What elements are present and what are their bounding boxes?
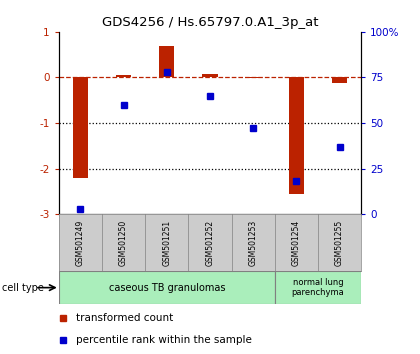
Bar bbox=[332, 78, 347, 83]
Text: GSM501254: GSM501254 bbox=[292, 219, 301, 266]
Bar bbox=[116, 75, 131, 78]
Text: GSM501253: GSM501253 bbox=[249, 219, 258, 266]
Bar bbox=[159, 46, 174, 78]
Text: GSM501249: GSM501249 bbox=[76, 219, 85, 266]
Text: GDS4256 / Hs.65797.0.A1_3p_at: GDS4256 / Hs.65797.0.A1_3p_at bbox=[102, 16, 318, 29]
Text: GSM501251: GSM501251 bbox=[162, 219, 171, 266]
Bar bbox=[73, 78, 88, 178]
Bar bbox=[289, 78, 304, 194]
Text: GSM501255: GSM501255 bbox=[335, 219, 344, 266]
Text: caseous TB granulomas: caseous TB granulomas bbox=[108, 282, 225, 293]
Text: GSM501252: GSM501252 bbox=[205, 219, 215, 266]
Bar bbox=[202, 74, 218, 78]
Bar bbox=[275, 271, 361, 304]
Text: cell type: cell type bbox=[2, 282, 44, 293]
Text: normal lung
parenchyma: normal lung parenchyma bbox=[291, 278, 344, 297]
Text: percentile rank within the sample: percentile rank within the sample bbox=[76, 335, 252, 345]
Text: transformed count: transformed count bbox=[76, 313, 173, 323]
Bar bbox=[59, 271, 275, 304]
Text: GSM501250: GSM501250 bbox=[119, 219, 128, 266]
